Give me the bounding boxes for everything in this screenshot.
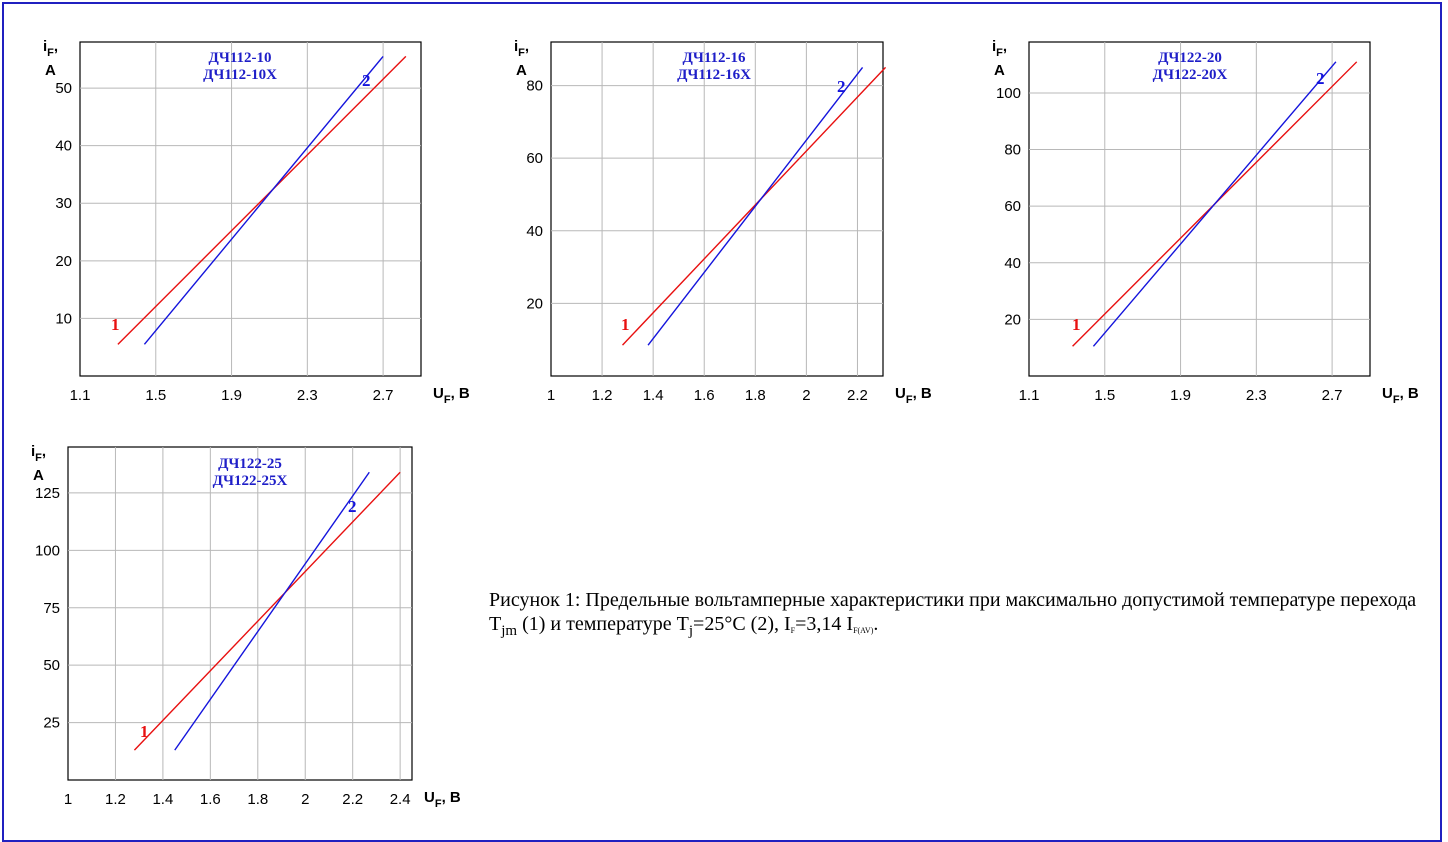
chart-model-title: ДЧ122-20Х (1153, 67, 1228, 83)
y-tick-label: 60 (526, 150, 543, 167)
y-tick-label: 40 (526, 223, 543, 240)
caption-sub-3: F (790, 626, 796, 635)
y-axis-unit: A (45, 62, 56, 79)
caption-sub-2: j (688, 623, 694, 639)
caption-text-5: . (873, 613, 879, 635)
caption-text-1: Рисунок 1: Предельные вольтамперные хара… (489, 589, 1417, 635)
y-axis-label: iF, (43, 38, 58, 59)
plot-area (79, 41, 422, 377)
series-line-1 (133, 471, 401, 751)
y-axis-unit: A (33, 467, 44, 484)
series-label-2: 2 (1316, 69, 1325, 88)
y-tick-label: 25 (43, 715, 60, 732)
chart-dch122-20: 1.1 1.5 1.9 2.3 2.7 20 40 60 80 100 iF, A UF, B ДЧ122… (992, 38, 1419, 406)
caption-sub-1: jm (501, 623, 518, 639)
x-tick-label: 1.9 (221, 387, 242, 404)
plot-area (550, 41, 884, 377)
x-tick-label: 1.4 (643, 387, 664, 404)
chart-dch112-16: 1 1.2 1.4 1.6 1.8 2 2.2 20 40 60 80 iF, A UF, B ДЧ112-… (514, 38, 932, 406)
series-line-2 (174, 471, 370, 751)
y-tick-label: 80 (1004, 142, 1021, 159)
x-tick-label: 1.9 (1170, 387, 1191, 404)
series-line-1 (117, 55, 407, 345)
y-tick-label: 20 (526, 295, 543, 312)
x-tick-label: 1.8 (247, 791, 268, 808)
figure-caption: Рисунок 1: Предельные вольтамперные хара… (489, 588, 1439, 643)
x-tick-label: 2.3 (297, 387, 318, 404)
series-label-1: 1 (140, 722, 149, 741)
chart-model-title: ДЧ112-10 (209, 50, 272, 66)
x-tick-label: 1 (547, 387, 555, 404)
y-tick-label: 100 (35, 542, 60, 559)
series-label-1: 1 (111, 315, 120, 334)
x-tick-label: 1.5 (1094, 387, 1115, 404)
chart-dch122-25: 1 1.2 1.4 1.6 1.8 2 2.2 2.4 25 50 75 100 125 iF, A UF, … (31, 443, 461, 810)
y-axis-unit: A (994, 62, 1005, 79)
x-axis-label: UF, B (1382, 385, 1419, 406)
y-axis-label: iF, (514, 38, 529, 59)
y-tick-label: 40 (1004, 255, 1021, 272)
chart-model-title: ДЧ122-20 (1158, 50, 1222, 66)
x-tick-label: 1.5 (145, 387, 166, 404)
chart-model-title: ДЧ112-10Х (203, 67, 277, 83)
chart-model-title: ДЧ122-25Х (213, 473, 288, 489)
x-tick-label: 2 (802, 387, 810, 404)
x-axis-label: UF, B (895, 385, 932, 406)
y-axis-label: iF, (31, 443, 46, 464)
series-label-1: 1 (1072, 315, 1081, 334)
y-tick-label: 30 (55, 195, 72, 212)
series-label-2: 2 (362, 71, 371, 90)
y-tick-label: 100 (996, 85, 1021, 102)
x-tick-label: 1.2 (592, 387, 613, 404)
x-axis-label: UF, B (433, 385, 470, 406)
plot-area (67, 446, 413, 781)
series-label-2: 2 (348, 497, 357, 516)
y-axis-label: iF, (992, 38, 1007, 59)
y-tick-label: 125 (35, 485, 60, 502)
x-tick-label: 1.1 (1019, 387, 1040, 404)
y-tick-label: 50 (43, 657, 60, 674)
x-tick-label: 2.7 (373, 387, 394, 404)
x-tick-label: 1 (64, 791, 72, 808)
y-tick-label: 60 (1004, 198, 1021, 215)
y-tick-label: 20 (55, 253, 72, 270)
x-tick-label: 2 (301, 791, 309, 808)
x-tick-label: 1.8 (745, 387, 766, 404)
chart-model-title: ДЧ122-25 (218, 456, 282, 472)
series-line-2 (143, 55, 384, 345)
plot-area (1028, 41, 1371, 377)
x-tick-label: 2.2 (342, 791, 363, 808)
x-tick-label: 1.6 (200, 791, 221, 808)
y-tick-label: 20 (1004, 311, 1021, 328)
x-axis-label: UF, B (424, 789, 461, 810)
x-tick-label: 2.7 (1322, 387, 1343, 404)
y-tick-label: 10 (55, 310, 72, 327)
series-line-2 (1092, 61, 1337, 347)
caption-text-4: =3,14 I (795, 613, 854, 635)
x-tick-label: 2.4 (390, 791, 411, 808)
series-label-2: 2 (837, 77, 846, 96)
x-tick-label: 1.4 (152, 791, 173, 808)
series-line-2 (647, 66, 864, 346)
y-axis-unit: A (516, 62, 527, 79)
caption-text-3: =25°C (2), I (693, 613, 791, 635)
y-tick-label: 40 (55, 138, 72, 155)
x-tick-label: 1.2 (105, 791, 126, 808)
series-label-1: 1 (621, 315, 630, 334)
caption-sub-4: F(AV) (853, 626, 874, 635)
series-line-1 (621, 66, 887, 346)
chart-dch112-10: 1.1 1.5 1.9 2.3 2.7 10 20 30 40 50 iF, A UF, B ДЧ112-… (43, 38, 470, 406)
x-tick-label: 2.3 (1246, 387, 1267, 404)
y-tick-label: 75 (43, 600, 60, 617)
y-tick-label: 80 (526, 78, 543, 95)
y-tick-label: 50 (55, 80, 72, 97)
chart-model-title: ДЧ112-16Х (677, 67, 751, 83)
x-tick-label: 1.6 (694, 387, 715, 404)
x-tick-label: 2.2 (847, 387, 868, 404)
x-tick-label: 1.1 (70, 387, 91, 404)
caption-text-2: (1) и температуре T (517, 613, 689, 635)
chart-model-title: ДЧ112-16 (683, 50, 746, 66)
